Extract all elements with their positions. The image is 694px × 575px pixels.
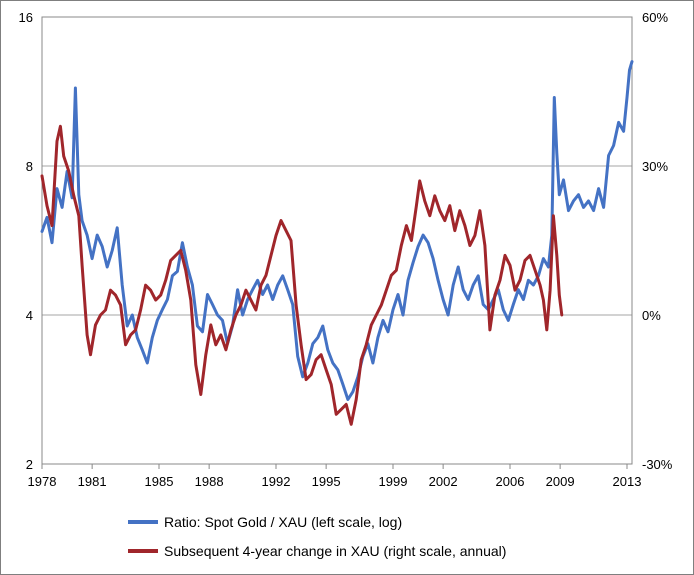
legend-label-xau-change: Subsequent 4-year change in XAU (right s… — [164, 543, 507, 559]
x-tick-label: 2002 — [429, 474, 458, 489]
right-tick-label: 30% — [642, 159, 668, 174]
x-axis: 1978 1981 1985 1988 1992 1995 1999 2002 2006 2009… — [28, 464, 642, 489]
x-tick-label: 1988 — [195, 474, 224, 489]
legend-item-ratio: Ratio: Spot Gold / XAU (left scale, log) — [128, 511, 648, 533]
gridlines — [42, 165, 632, 316]
x-tick-label: 1995 — [312, 474, 341, 489]
series-layer — [40, 60, 634, 426]
series-line-xau-change — [40, 124, 564, 426]
x-tick-label: 2013 — [613, 474, 642, 489]
left-tick-label: 8 — [26, 159, 33, 174]
left-tick-label: 2 — [26, 457, 33, 472]
x-tick-label: 1999 — [379, 474, 408, 489]
x-tick-label: 1981 — [78, 474, 107, 489]
left-tick-label: 4 — [26, 308, 33, 323]
left-axis: 2 4 8 16 — [19, 10, 33, 472]
x-tick-label: 2006 — [496, 474, 525, 489]
series-line-ratio — [40, 60, 634, 401]
plot-area — [41, 16, 633, 465]
legend-item-xau-change: Subsequent 4-year change in XAU (right s… — [128, 540, 648, 562]
x-tick-label: 2009 — [546, 474, 575, 489]
x-tick-label: 1992 — [262, 474, 291, 489]
x-tick-label: 1985 — [145, 474, 174, 489]
left-tick-label: 16 — [19, 10, 33, 25]
x-tick-label: 1978 — [28, 474, 57, 489]
right-tick-label: -30% — [642, 457, 673, 472]
right-axis: -30% 0% 30% 60% — [642, 10, 673, 472]
right-tick-label: 60% — [642, 10, 668, 25]
legend-label-ratio: Ratio: Spot Gold / XAU (left scale, log) — [164, 514, 403, 530]
legend-swatch-ratio — [128, 520, 158, 524]
right-tick-label: 0% — [642, 308, 661, 323]
legend-swatch-xau-change — [128, 549, 158, 553]
